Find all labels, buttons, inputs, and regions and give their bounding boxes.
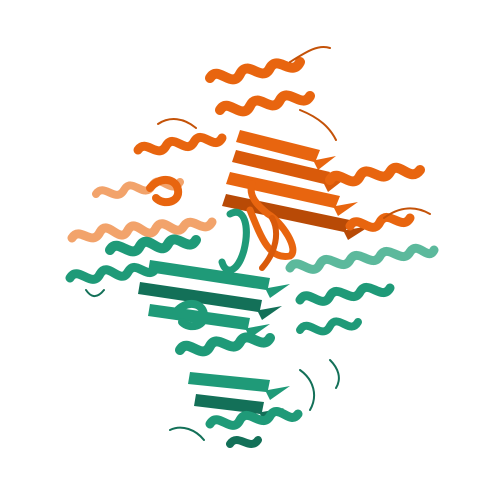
green-knot — [172, 300, 209, 331]
orange-right-helix — [325, 162, 425, 187]
green-left-helix — [65, 263, 161, 284]
orange-left-helix — [67, 217, 217, 243]
orange-top-helix — [205, 57, 305, 85]
orange-left-helix-2 — [92, 177, 184, 199]
chain-green-ribbon — [65, 208, 439, 448]
green-bottom-helix — [205, 407, 303, 430]
orange-strand-1 — [236, 130, 336, 170]
green-right-helix-2 — [295, 283, 395, 306]
green-left-helix-2 — [105, 234, 201, 257]
orange-central-loop-2 — [259, 215, 280, 271]
green-right-helix-3 — [296, 317, 362, 336]
green-bottom-helix-2 — [226, 436, 262, 448]
green-right-helix — [285, 243, 439, 274]
green-strand-1 — [148, 260, 290, 298]
green-lower-strand-2 — [194, 394, 284, 422]
orange-right-helix-2 — [345, 213, 415, 232]
orange-knot — [146, 176, 183, 207]
green-lower-helix — [175, 332, 275, 357]
orange-thin-loop — [157, 46, 431, 219]
green-thin-loop — [85, 289, 340, 441]
orange-strand-2 — [232, 150, 346, 192]
orange-strand-3 — [226, 172, 358, 216]
green-strand-2 — [138, 282, 282, 320]
green-central-loop — [218, 208, 250, 274]
orange-left-helix-3 — [133, 133, 227, 156]
orange-central-loop — [246, 180, 297, 260]
chain-orange-ribbon — [67, 46, 431, 271]
orange-top-helix-2 — [215, 90, 315, 117]
green-lower-strand-1 — [188, 372, 290, 400]
